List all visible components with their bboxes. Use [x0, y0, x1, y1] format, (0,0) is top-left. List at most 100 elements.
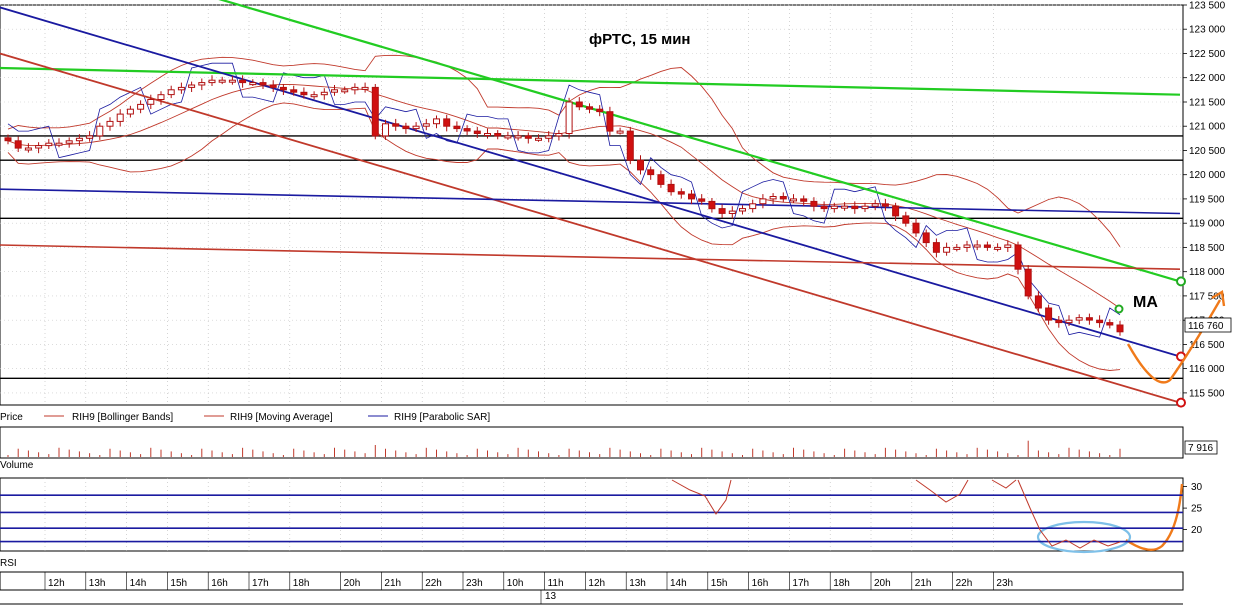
date-label: 13	[545, 591, 557, 602]
candle	[453, 125, 461, 130]
candle	[841, 205, 849, 209]
candle	[341, 89, 349, 93]
candle	[820, 205, 828, 210]
legend-bollinger: RIH9 [Bollinger Bands]	[72, 412, 173, 423]
candle	[953, 246, 961, 250]
price-tick-label: 118 500	[1189, 243, 1225, 254]
candle	[310, 94, 318, 98]
trend-line-red-channel	[0, 52, 1181, 404]
rsi-line-segment	[915, 479, 969, 503]
price-grid	[0, 4, 1183, 405]
trend-line-green-horizontal	[0, 66, 1181, 96]
trend-line-blue-horizontal	[0, 188, 1181, 215]
bollinger-lower	[7, 102, 1121, 371]
candle	[371, 86, 379, 137]
candle	[106, 120, 114, 127]
candle	[177, 86, 185, 91]
candle	[473, 130, 481, 135]
candle	[228, 79, 236, 83]
candle	[269, 84, 277, 88]
rsi-line	[671, 479, 1121, 549]
time-label: 22h	[956, 578, 973, 589]
candle	[218, 79, 226, 83]
time-label: 11h	[548, 578, 564, 589]
candle	[881, 203, 889, 207]
candle	[208, 79, 216, 84]
candle	[157, 94, 165, 100]
candle	[790, 198, 797, 202]
candles	[4, 75, 1124, 336]
candle	[667, 183, 675, 193]
price-tick-label: 121 500	[1189, 98, 1226, 109]
candle	[739, 208, 746, 212]
panel-frame	[0, 571, 1184, 591]
candle	[1014, 244, 1022, 270]
candle	[575, 101, 583, 108]
trend-line-red-horizontal	[0, 244, 1181, 270]
candle	[147, 99, 155, 105]
time-label: 20h	[874, 578, 891, 589]
rsi-line-segment	[1017, 479, 1121, 549]
candle	[994, 246, 1002, 250]
candle	[963, 244, 971, 248]
time-label: 15h	[170, 578, 187, 589]
candle	[290, 89, 298, 93]
candle	[688, 193, 695, 200]
candle	[24, 147, 32, 151]
rsi-grid	[44, 478, 994, 551]
rsi-levels	[0, 494, 1183, 543]
time-label: 20h	[344, 578, 361, 589]
candle	[259, 82, 267, 86]
candle	[983, 244, 991, 248]
price-tick-label: 123 500	[1189, 1, 1226, 12]
candle	[626, 130, 634, 161]
candle	[647, 169, 655, 176]
time-label: 13h	[629, 578, 646, 589]
candle	[932, 242, 940, 253]
candle	[810, 200, 818, 207]
candle	[769, 196, 777, 200]
candle	[1024, 268, 1032, 297]
legend-moving-average: RIH9 [Moving Average]	[230, 412, 333, 423]
candle	[300, 91, 308, 96]
candle	[116, 113, 124, 122]
candle	[545, 135, 553, 139]
price-tick-label: 118 000	[1189, 267, 1225, 278]
green-line-marker	[1176, 276, 1186, 287]
candle	[1085, 317, 1093, 321]
candle	[1106, 322, 1114, 326]
candle	[657, 174, 665, 185]
candle	[779, 196, 787, 200]
price-tick-label: 120 000	[1189, 170, 1226, 181]
volume-label: Volume	[0, 460, 34, 471]
candle	[14, 140, 22, 149]
candle	[382, 123, 389, 137]
candle	[504, 135, 512, 139]
candle	[494, 133, 502, 137]
rsi-line-segment	[671, 479, 732, 515]
rsi-line-segment	[991, 479, 1017, 489]
time-label: 17h	[792, 578, 809, 589]
legend-price: Price	[0, 412, 23, 423]
candle	[749, 203, 757, 210]
legend: Price RIH9 [Bollinger Bands] RIH9 [Movin…	[0, 412, 490, 423]
candle	[331, 89, 338, 93]
time-label: 14h	[130, 578, 147, 589]
price-tick-label: 116 000	[1189, 364, 1225, 375]
candle	[616, 130, 624, 134]
candle	[4, 137, 12, 142]
candle	[65, 140, 73, 144]
candle	[402, 125, 410, 130]
candle	[718, 208, 726, 214]
candle	[75, 137, 83, 142]
rsi-highlight-ellipse	[1036, 520, 1132, 554]
rsi-tick-label: 20	[1191, 525, 1203, 536]
candle	[351, 86, 359, 91]
candle	[320, 91, 328, 96]
candle	[126, 108, 134, 115]
candle	[239, 79, 247, 84]
trend-lines	[0, 0, 1181, 404]
candle	[1034, 295, 1042, 309]
ma-marker	[1114, 304, 1124, 314]
price-tick-label: 119 500	[1189, 194, 1225, 205]
